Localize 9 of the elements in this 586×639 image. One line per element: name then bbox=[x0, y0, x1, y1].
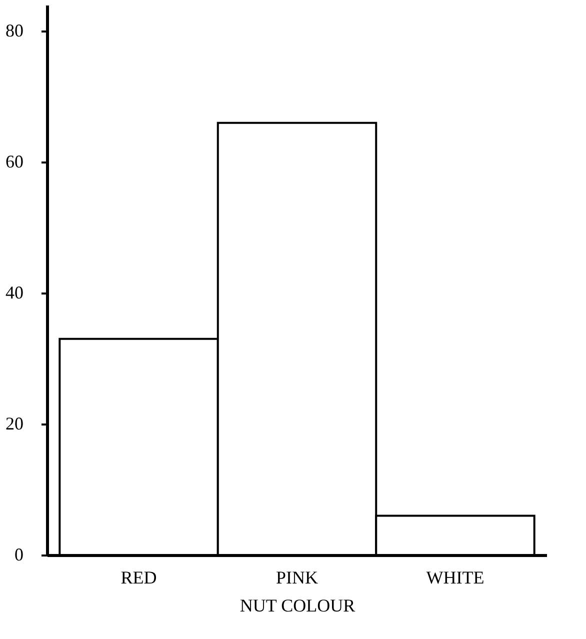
y-tick-label: 60 bbox=[6, 152, 24, 172]
x-axis-title: NUT COLOUR bbox=[240, 596, 356, 616]
y-tick-label: 40 bbox=[6, 282, 24, 303]
y-tick-label: 80 bbox=[6, 20, 24, 41]
x-tick-label: RED bbox=[120, 568, 157, 588]
x-tick-label: WHITE bbox=[426, 568, 484, 588]
x-tick-label: PINK bbox=[276, 568, 318, 588]
y-tick-label: 0 bbox=[14, 544, 24, 564]
y-tick-label: 20 bbox=[6, 414, 24, 434]
